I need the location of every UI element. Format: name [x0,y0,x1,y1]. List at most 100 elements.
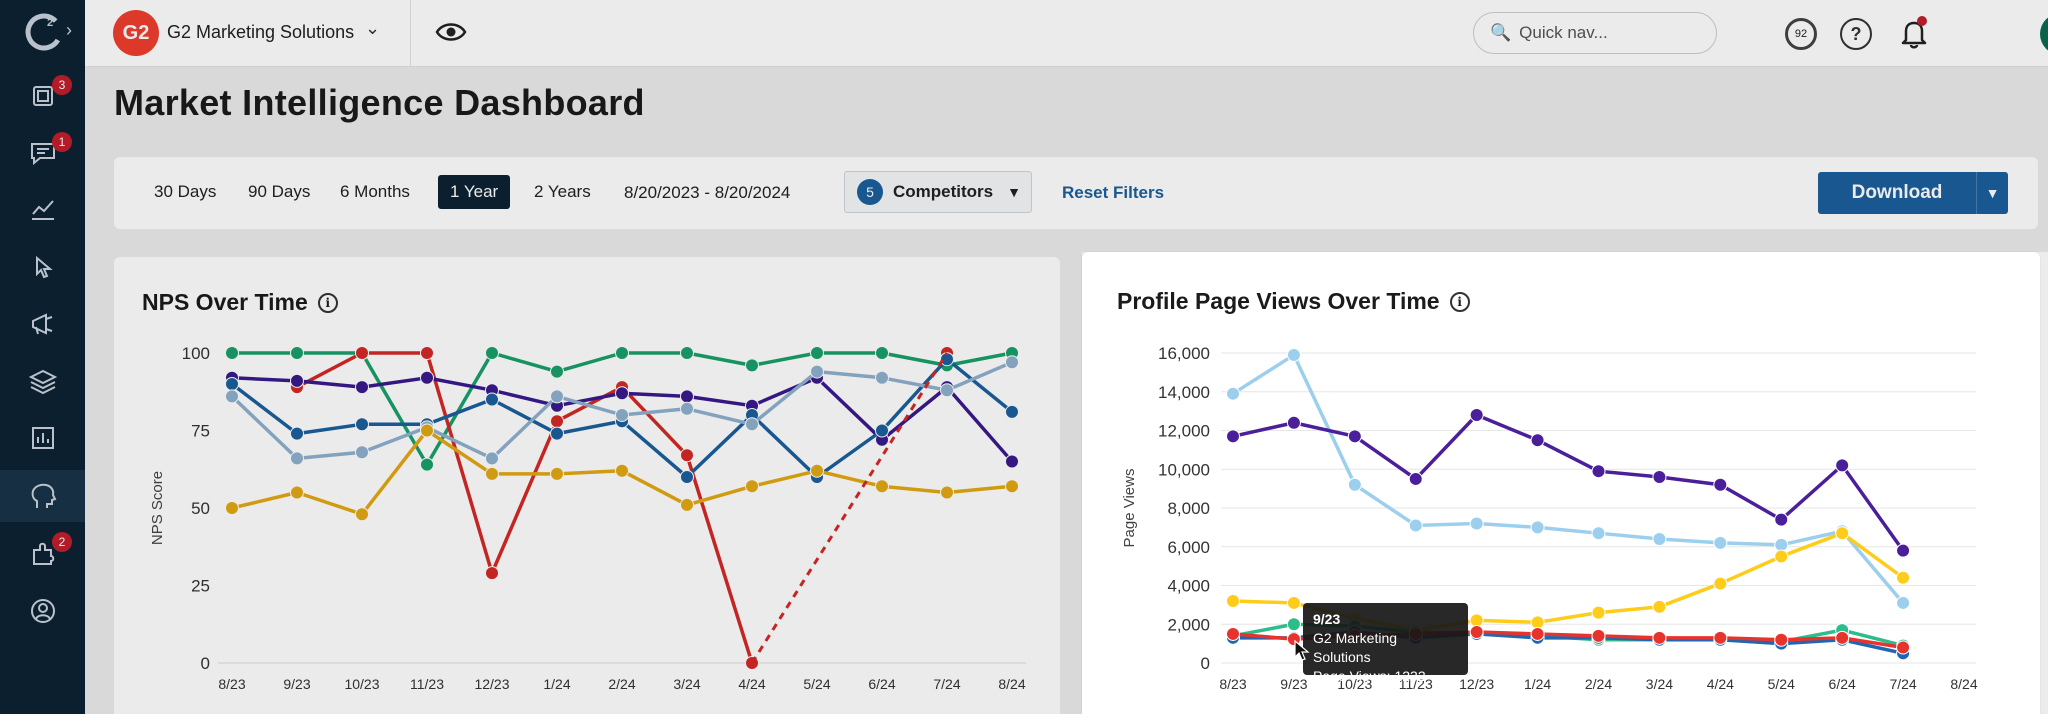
data-point[interactable] [355,380,369,395]
avatar[interactable]: R [2040,13,2048,55]
data-point[interactable] [1286,595,1301,610]
data-point[interactable] [485,466,499,481]
data-point[interactable] [550,466,564,481]
date-range-picker[interactable]: 8/20/2023 - 8/20/2024 [624,183,791,202]
data-point[interactable] [1896,640,1911,655]
data-point[interactable] [1774,549,1789,564]
data-point[interactable] [615,386,629,401]
data-point[interactable] [1896,595,1911,610]
data-point[interactable] [940,485,954,500]
data-point[interactable] [290,426,304,441]
data-point[interactable] [485,451,499,466]
competitors-dropdown[interactable]: 5 Competitors ▼ [844,171,1032,213]
data-point[interactable] [875,346,889,360]
data-point[interactable] [550,364,564,379]
data-point[interactable] [1530,615,1545,630]
data-point[interactable] [680,346,694,360]
data-point[interactable] [810,463,824,478]
sidebar-item-market-intelligence[interactable] [0,470,85,522]
help-icon[interactable]: ? [1840,18,1872,50]
data-point[interactable] [485,392,499,407]
data-point[interactable] [1005,454,1019,469]
info-icon[interactable]: i [317,292,338,313]
data-point[interactable] [1005,404,1019,419]
data-point[interactable] [1286,415,1301,430]
data-point[interactable] [1347,477,1362,492]
download-options-chevron-icon[interactable]: ▼ [1985,185,2000,201]
data-point[interactable] [1835,458,1850,473]
data-point[interactable] [225,346,239,360]
data-point[interactable] [1226,626,1240,641]
data-point[interactable] [940,383,954,398]
data-point[interactable] [1530,433,1545,448]
data-point[interactable] [1713,535,1728,550]
data-point[interactable] [550,426,564,441]
bell-icon[interactable] [1897,16,1931,50]
data-point[interactable] [290,451,304,466]
data-point[interactable] [680,389,694,404]
data-point[interactable] [1652,599,1667,614]
data-point[interactable] [875,423,889,438]
data-point[interactable] [1408,471,1423,486]
expand-sidebar-icon[interactable]: › [66,20,72,40]
range-button[interactable]: 6 Months [340,182,410,201]
data-point[interactable] [615,346,629,360]
data-point[interactable] [940,352,954,367]
data-point[interactable] [810,346,824,360]
range-button[interactable]: 30 Days [154,182,217,201]
download-button[interactable]: Download ▼ [1818,172,2008,214]
data-point[interactable] [355,507,369,522]
data-point[interactable] [485,346,499,360]
data-point[interactable] [355,445,369,460]
data-point[interactable] [1469,613,1484,628]
data-point[interactable] [290,373,304,388]
data-point[interactable] [355,417,369,432]
data-point[interactable] [1713,576,1728,591]
data-point[interactable] [680,497,694,512]
data-point[interactable] [615,463,629,478]
sidebar-item-dashboard[interactable] [0,412,85,464]
info-icon[interactable]: i [1449,291,1470,312]
data-point[interactable] [1530,626,1545,641]
data-point[interactable] [1469,408,1484,422]
data-point[interactable] [680,448,694,463]
sidebar-item-reports[interactable]: 3 [0,70,85,122]
org-name[interactable]: G2 Marketing Solutions [167,22,355,42]
data-point[interactable] [1835,526,1850,541]
data-point[interactable] [1835,630,1850,645]
data-point[interactable] [290,485,304,500]
data-point[interactable] [1896,543,1911,558]
data-point[interactable] [810,364,824,379]
data-point[interactable] [1226,429,1240,444]
data-point[interactable] [420,370,434,385]
data-point[interactable] [225,377,239,391]
sidebar-item-layers[interactable] [0,355,85,407]
org-switcher-chevron-icon[interactable]: ⌄ [365,18,381,38]
data-point[interactable] [355,346,369,360]
sidebar-item-messages[interactable]: 1 [0,127,85,179]
data-point[interactable] [225,389,239,404]
data-point[interactable] [1774,512,1789,527]
data-point[interactable] [1226,594,1240,608]
data-point[interactable] [1713,630,1728,645]
data-point[interactable] [1005,479,1019,494]
data-point[interactable] [1469,516,1484,531]
data-point[interactable] [1347,429,1362,444]
data-point[interactable] [550,414,564,429]
data-point[interactable] [1774,632,1789,647]
range-button[interactable]: 1 Year [438,175,511,209]
data-point[interactable] [875,479,889,494]
data-point[interactable] [420,457,434,472]
data-point[interactable] [1591,526,1606,541]
data-point[interactable] [615,408,629,422]
data-point[interactable] [680,470,694,484]
eye-icon[interactable] [435,20,467,44]
data-point[interactable] [1896,570,1911,585]
range-button[interactable]: 90 Days [248,182,311,201]
data-point[interactable] [290,346,304,360]
data-point[interactable] [420,423,434,438]
reset-filters-link[interactable]: Reset Filters [1062,183,1165,202]
data-point[interactable] [875,370,889,385]
data-point[interactable] [1005,355,1019,370]
data-point[interactable] [1774,537,1789,552]
